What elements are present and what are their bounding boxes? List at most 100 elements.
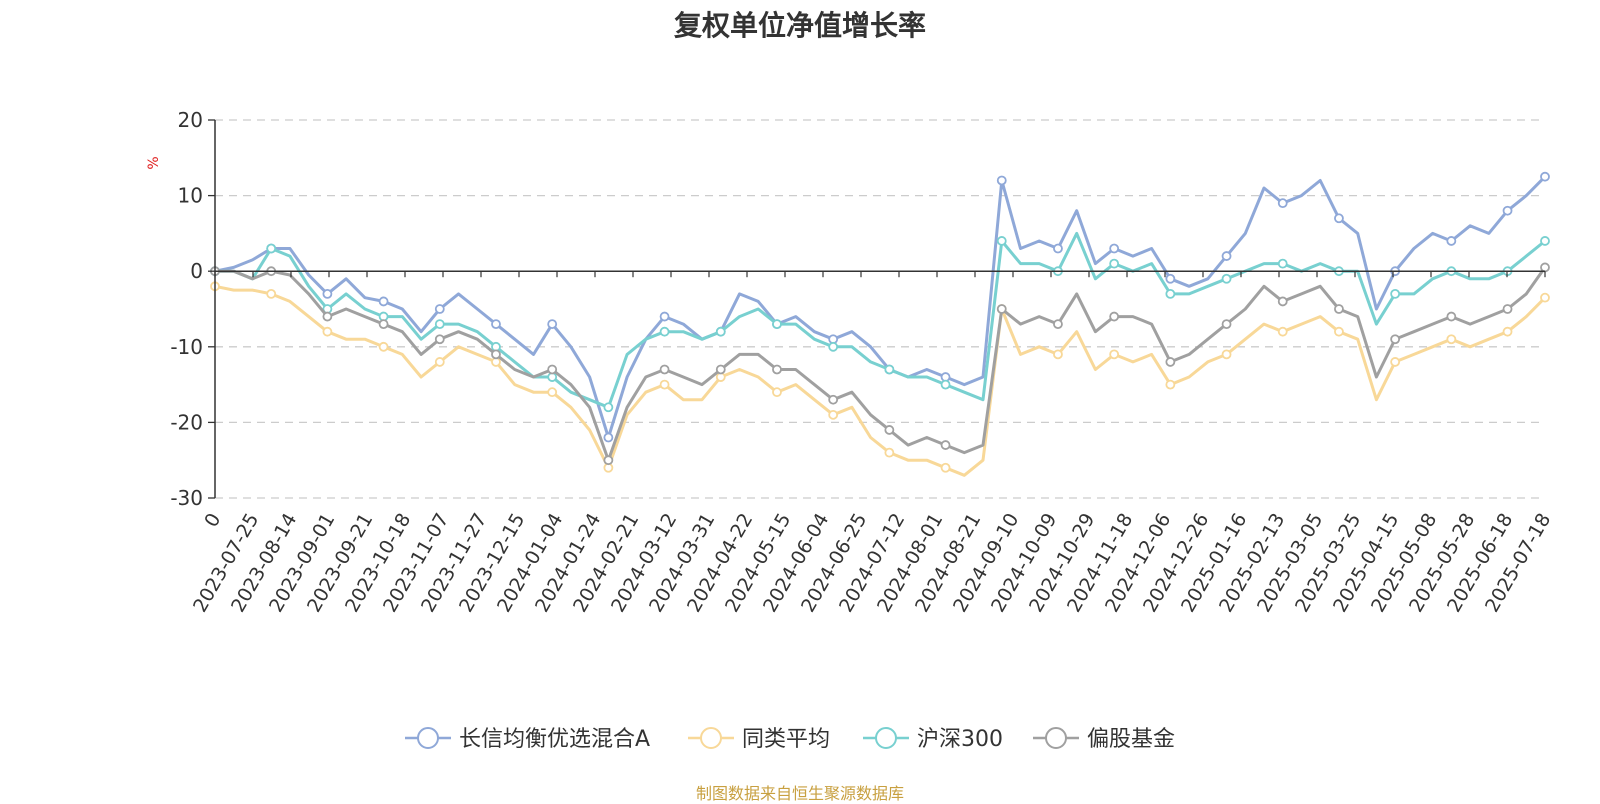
data-point	[1109, 258, 1120, 269]
data-point	[1221, 273, 1232, 284]
legend-marker-icon	[417, 727, 439, 749]
legend: 长信均衡优选混合A 同类平均 沪深300 偏股基金	[405, 727, 1175, 752]
data-point	[491, 349, 501, 360]
series-line	[214, 175, 1547, 439]
data-point	[940, 462, 951, 473]
data-point	[884, 447, 895, 458]
y-tick-label: 0	[190, 259, 203, 283]
legend-marker-icon	[1045, 727, 1067, 749]
y-tick-label: 10	[178, 184, 203, 208]
data-point	[1446, 311, 1457, 322]
legend-item[interactable]: 偏股基金	[1033, 727, 1175, 752]
data-point	[434, 319, 445, 330]
data-point	[1540, 171, 1550, 182]
legend-label: 偏股基金	[1087, 727, 1175, 752]
legend-label: 同类平均	[742, 727, 830, 752]
data-point	[715, 326, 726, 337]
data-point	[1390, 334, 1401, 345]
legend-label: 长信均衡优选混合A	[459, 727, 650, 752]
data-point	[1540, 262, 1550, 273]
legend-marker-icon	[700, 727, 722, 749]
data-point	[940, 440, 951, 450]
data-point	[772, 319, 782, 330]
data-point	[547, 387, 558, 398]
data-point	[1277, 258, 1288, 269]
data-point	[1277, 326, 1288, 337]
data-point	[378, 341, 389, 352]
data-point	[1165, 379, 1176, 390]
series-line	[214, 284, 1547, 477]
data-point	[828, 394, 839, 405]
data-point	[378, 296, 389, 307]
data-point	[434, 357, 445, 367]
data-point	[547, 319, 558, 330]
data-point	[1334, 304, 1344, 314]
data-point	[1446, 236, 1457, 246]
series-line	[215, 231, 1546, 409]
data-point	[322, 288, 333, 299]
data-point	[659, 326, 670, 337]
line-chart: 20100-10-20-30%02023-07-252023-08-142023…	[146, 108, 1555, 752]
data-point	[603, 402, 614, 413]
data-point	[1502, 304, 1513, 314]
data-point	[1540, 292, 1550, 303]
grid-lines	[215, 119, 1545, 499]
data-point	[322, 326, 333, 337]
data-source-note: 制图数据来自恒生聚源数据库	[695, 784, 904, 803]
data-point	[659, 379, 670, 390]
data-point	[1390, 288, 1401, 299]
data-point	[1334, 326, 1344, 337]
data-point	[1502, 326, 1513, 337]
data-point	[1109, 243, 1120, 254]
data-point	[1334, 213, 1344, 224]
data-point	[1165, 357, 1176, 367]
legend-item[interactable]: 沪深300	[863, 727, 1003, 752]
data-point	[996, 304, 1007, 314]
series-line	[215, 266, 1547, 462]
data-point	[1277, 198, 1288, 209]
y-tick-label: -20	[170, 410, 203, 434]
data-point	[1277, 296, 1288, 307]
data-point	[1221, 319, 1232, 330]
data-point	[266, 243, 277, 254]
data-point	[1390, 357, 1401, 367]
data-point	[884, 425, 895, 435]
data-point	[1053, 319, 1063, 330]
data-point	[1053, 243, 1063, 254]
series-lines	[210, 171, 1550, 477]
data-point	[940, 379, 951, 390]
legend-item[interactable]: 长信均衡优选混合A	[405, 727, 650, 752]
data-point	[1502, 205, 1513, 216]
chart-title: 复权单位净值增长率	[673, 9, 926, 42]
legend-item[interactable]: 同类平均	[688, 727, 830, 752]
data-point	[772, 387, 782, 398]
data-point	[1109, 311, 1120, 322]
data-point	[996, 175, 1007, 186]
data-point	[1109, 349, 1120, 360]
data-point	[1165, 288, 1176, 299]
y-tick-label: -30	[170, 486, 203, 510]
y-tick-label: 20	[178, 108, 203, 132]
data-point	[1053, 349, 1063, 360]
x-tick-label: 0	[200, 510, 225, 531]
data-point	[659, 364, 670, 375]
data-point	[659, 311, 670, 322]
data-point	[547, 364, 558, 375]
data-point	[603, 432, 614, 443]
data-point	[322, 311, 333, 322]
data-point	[378, 319, 389, 330]
y-tick-label: -10	[170, 335, 203, 359]
data-point	[266, 288, 277, 299]
data-point	[603, 455, 614, 466]
data-point	[491, 319, 501, 330]
data-point	[1221, 349, 1232, 360]
data-point	[884, 364, 895, 375]
legend-label: 沪深300	[917, 727, 1003, 752]
data-point	[1165, 273, 1176, 284]
data-point	[996, 236, 1007, 246]
data-point	[715, 364, 726, 375]
data-point	[828, 341, 839, 352]
data-point	[1446, 334, 1457, 345]
data-point	[1540, 236, 1550, 246]
data-point	[434, 304, 445, 314]
